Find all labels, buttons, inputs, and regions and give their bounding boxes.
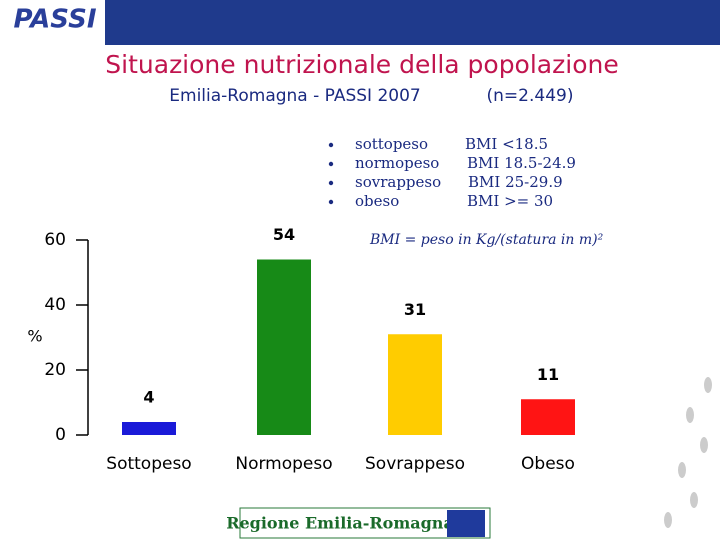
header-bar: [105, 0, 720, 45]
bullet: [328, 180, 334, 186]
note-bmi: BMI 25-29.9: [468, 173, 563, 191]
note-label: sottopeso: [355, 135, 428, 153]
x-tick-label: Obeso: [521, 454, 575, 474]
chart-title: Situazione nutrizionale della popolazion…: [105, 50, 618, 79]
footer-logo: Regione Emilia-Romagna: [226, 514, 454, 533]
x-tick-label: Normopeso: [235, 454, 332, 474]
bar: [388, 334, 442, 435]
y-tick-label: 20: [44, 360, 66, 380]
eu-flag: [447, 510, 485, 537]
bar: [122, 422, 176, 435]
data-label: 11: [537, 365, 559, 384]
footprints: [664, 377, 712, 528]
x-tick-label: Sottopeso: [106, 454, 191, 474]
note-bmi: BMI >= 30: [467, 192, 553, 210]
y-tick-label: 40: [44, 295, 66, 315]
note-label: normopeso: [355, 154, 439, 172]
bullet: [328, 142, 334, 148]
bullet: [328, 161, 334, 167]
bar: [521, 399, 575, 435]
y-tick-label: 60: [44, 230, 66, 250]
y-tick-label: 0: [55, 425, 66, 445]
sample-size: (n=2.449): [487, 86, 574, 106]
note-bmi: BMI <18.5: [465, 135, 548, 153]
note-label: sovrappeso: [355, 173, 441, 191]
data-label: 54: [273, 225, 295, 244]
note-label: obeso: [355, 192, 399, 210]
logo: PASSI: [14, 5, 97, 35]
y-axis-label: %: [27, 327, 42, 346]
bar: [257, 259, 311, 435]
formula: BMI = peso in Kg/(statura in m)²: [369, 232, 604, 248]
bullet: [328, 199, 334, 205]
note-bmi: BMI 18.5-24.9: [467, 154, 576, 172]
data-label: 4: [143, 388, 154, 407]
x-tick-label: Sovrappeso: [365, 454, 465, 474]
data-label: 31: [404, 300, 426, 319]
subtitle: Emilia-Romagna - PASSI 2007: [169, 86, 420, 106]
